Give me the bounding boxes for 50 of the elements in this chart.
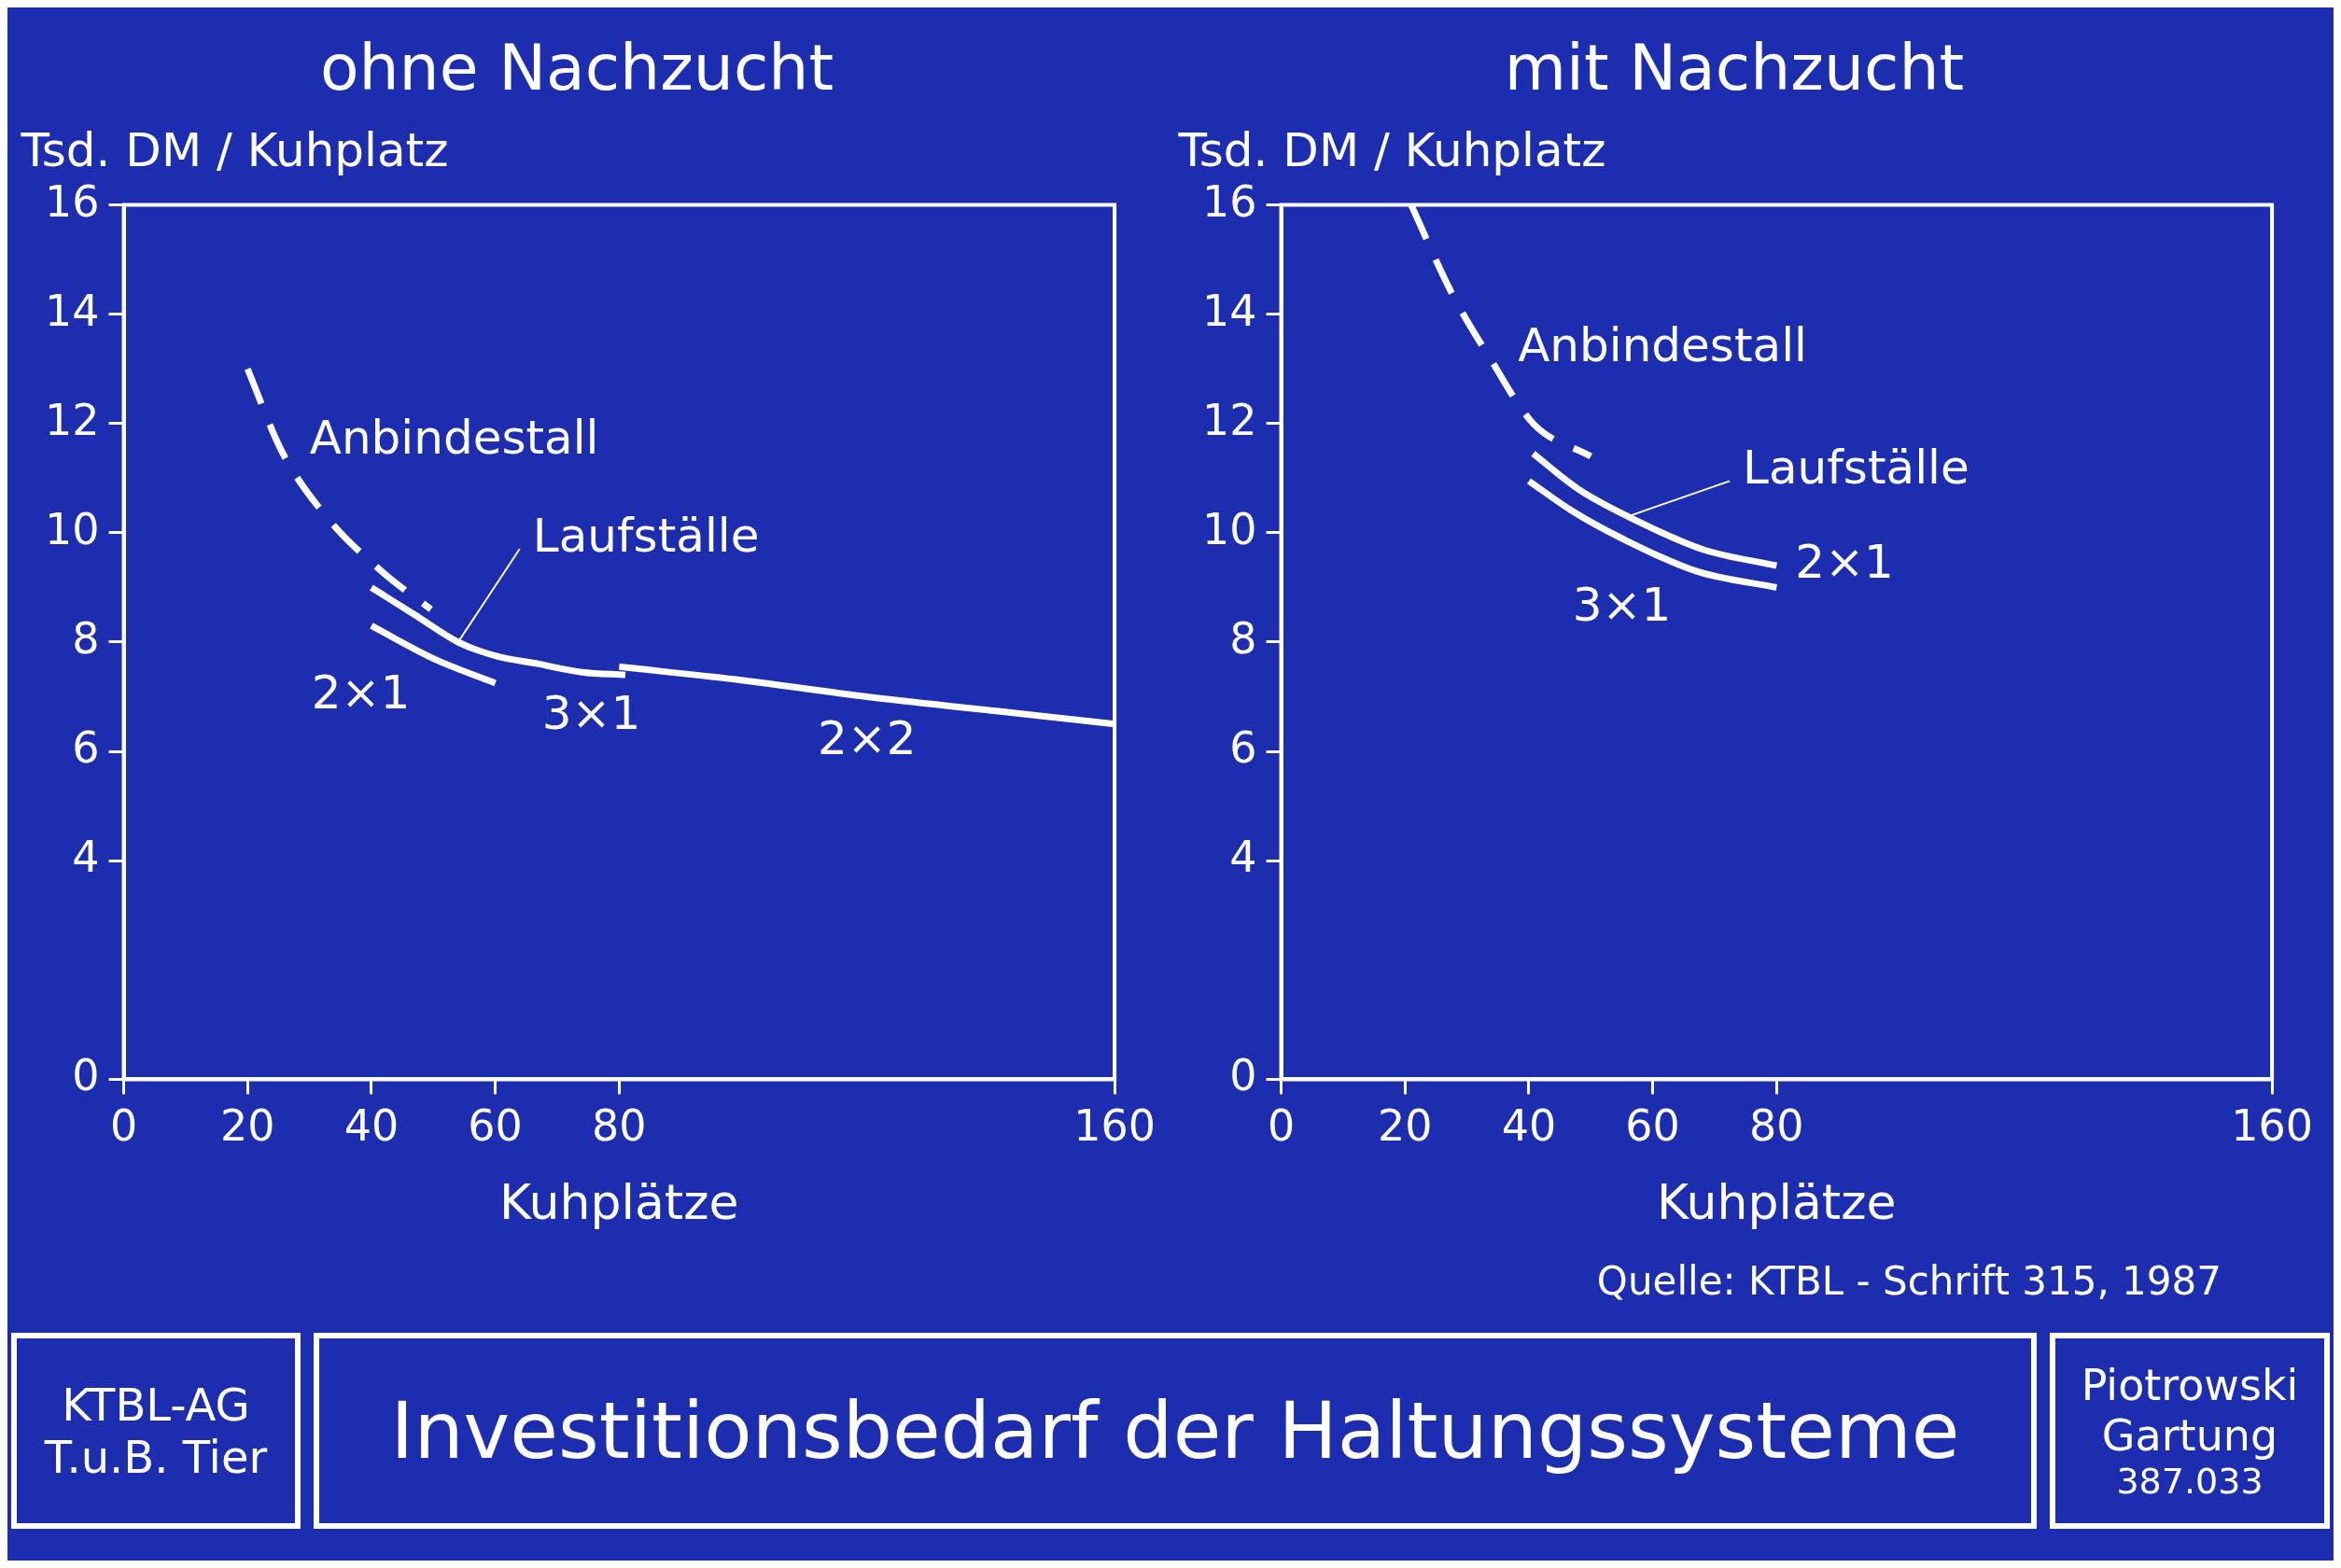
x-tick-label: 60: [468, 1099, 523, 1151]
y-tick-label: 12: [1201, 394, 1257, 445]
text: Gartung: [2101, 1410, 2278, 1461]
chart-title: mit Nachzucht: [1504, 31, 1965, 105]
y-tick-label: 0: [72, 1050, 100, 1101]
y-tick-label: 4: [1229, 832, 1257, 883]
y-tick-label: 6: [1229, 722, 1257, 774]
annotation: Laufställe: [1743, 441, 1970, 496]
y-axis-title: Tsd. DM / Kuhplatz: [20, 122, 449, 177]
x-tick-label: 60: [1625, 1099, 1680, 1151]
x-tick-label: 80: [1749, 1099, 1804, 1151]
text: KTBL-AG: [62, 1379, 250, 1431]
x-axis-title: Kuhplätze: [499, 1174, 739, 1231]
x-tick-label: 160: [2231, 1099, 2314, 1151]
text: T.u.B. Tier: [44, 1431, 268, 1483]
y-tick-label: 6: [72, 722, 100, 774]
y-tick-label: 12: [44, 394, 100, 445]
x-tick-label: 40: [1501, 1099, 1557, 1151]
x-tick-label: 20: [1377, 1099, 1433, 1151]
series-label: Anbindestall: [309, 411, 599, 466]
annotation: Laufställe: [532, 508, 760, 563]
series-label: 2×1: [1795, 535, 1894, 590]
x-tick-label: 160: [1073, 1099, 1156, 1151]
text: Piotrowski: [2081, 1360, 2299, 1410]
x-tick-label: 0: [1267, 1099, 1296, 1151]
x-tick-label: 40: [343, 1099, 400, 1151]
y-tick-label: 8: [1229, 612, 1257, 664]
y-tick-label: 14: [44, 285, 100, 336]
text: 387.033: [2116, 1461, 2264, 1502]
y-tick-label: 4: [72, 832, 100, 883]
y-tick-label: 8: [72, 612, 100, 664]
source-note: Quelle: KTBL - Schrift 315, 1987: [1596, 1258, 2222, 1304]
series-label: 2×1: [311, 665, 411, 720]
series-label: 3×1: [541, 686, 641, 741]
y-tick-label: 16: [1201, 175, 1257, 227]
series-label: Anbindestall: [1518, 317, 1807, 372]
series-label: 2×2: [817, 710, 917, 765]
y-axis-title: Tsd. DM / Kuhplatz: [1177, 122, 1606, 177]
chart-title: ohne Nachzucht: [319, 31, 834, 105]
x-tick-label: 80: [592, 1099, 647, 1151]
x-tick-label: 20: [219, 1099, 275, 1151]
x-axis-title: Kuhplätze: [1657, 1174, 1897, 1231]
series-label: 3×1: [1572, 577, 1672, 632]
y-tick-label: 14: [1201, 285, 1257, 336]
y-tick-label: 10: [44, 503, 100, 554]
x-tick-label: 0: [109, 1099, 138, 1151]
y-tick-label: 0: [1229, 1050, 1257, 1101]
text: Investitionsbedarf der Haltungssysteme: [314, 1333, 2037, 1529]
y-tick-label: 16: [44, 175, 100, 227]
y-tick-label: 10: [1201, 503, 1257, 554]
